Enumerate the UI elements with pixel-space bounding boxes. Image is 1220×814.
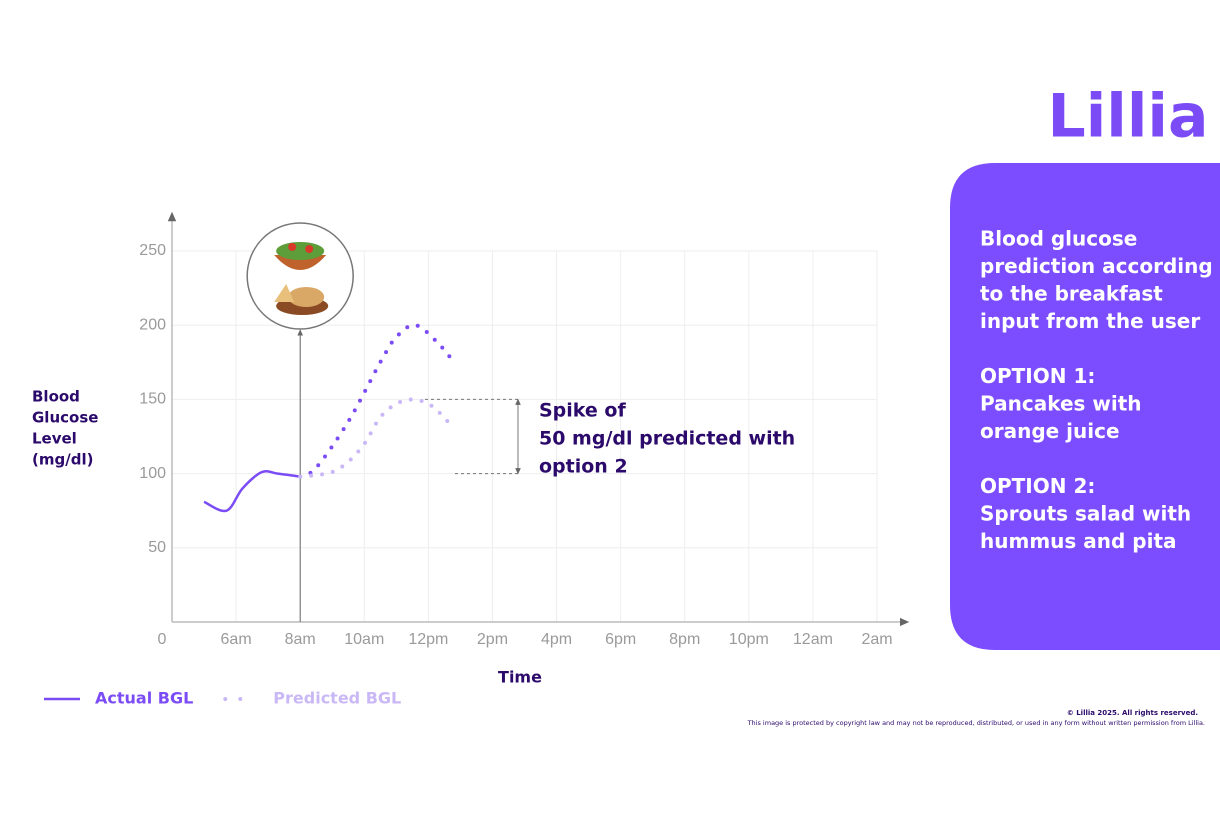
x-tick-label: 6am (221, 631, 252, 648)
x-tick-label: 12pm (408, 631, 448, 648)
y-tick-label: 150 (139, 391, 166, 408)
panel-line: OPTION 2: (980, 474, 1095, 498)
panel-line: Blood glucose (980, 227, 1137, 251)
annotation-text: option 2 (539, 456, 628, 478)
salad-leaves (276, 242, 325, 260)
meal-circle (246, 222, 354, 330)
panel-line: Pancakes with (980, 392, 1142, 416)
y-axis-label: Blood (32, 388, 80, 406)
panel-line: input from the user (980, 309, 1200, 333)
series-line (203, 469, 301, 513)
panel-line: orange juice (980, 419, 1120, 443)
panel-line: prediction according (980, 254, 1213, 278)
series-line (298, 323, 456, 479)
copyright: © Lillia 2025. All rights reserved. (1067, 709, 1198, 717)
hummus (288, 287, 325, 307)
pita (274, 284, 295, 302)
y-tick-label: 0 (158, 631, 167, 648)
x-tick-label: 8am (285, 631, 316, 648)
y-tick-label: 200 (139, 316, 166, 333)
annotation-text: Spike of (539, 400, 626, 422)
info-panel (950, 163, 1220, 650)
salad-bowl (274, 255, 327, 270)
x-tick-label: 8pm (669, 631, 700, 648)
logo: Lillia (1048, 82, 1209, 152)
copyright-notice: This image is protected by copyright law… (747, 719, 1205, 727)
meal-icon (246, 222, 354, 330)
x-tick-label: 2am (861, 631, 892, 648)
panel-line: to the breakfast (980, 282, 1163, 306)
chart: 0 50 100 150 200 250 6am 8am 10am 12pm 2pm 4pm 6pm 8p… (32, 211, 910, 708)
panel-line: hummus and pita (980, 529, 1177, 553)
y-tick-label: 50 (148, 539, 166, 556)
tomato (305, 245, 314, 253)
y-axis-label: Level (32, 430, 77, 448)
x-axis-label: Time (498, 668, 542, 687)
x-tick-label: 10pm (729, 631, 769, 648)
y-axis-label: (mg/dl) (32, 451, 93, 469)
tomato (288, 243, 297, 251)
x-tick-label: 12am (793, 631, 833, 648)
y-tick-label: 250 (139, 242, 166, 259)
annotation-text: 50 mg/dl predicted with (539, 428, 795, 450)
x-tick-label: 6pm (605, 631, 636, 648)
x-tick-label: 10am (344, 631, 384, 648)
x-tick-label: 4pm (541, 631, 572, 648)
x-tick-label: 2pm (477, 631, 508, 648)
footer: © Lillia 2025. All rights reserved. This … (747, 709, 1205, 727)
legend-label: Actual BGL (95, 689, 193, 708)
panel-text: Blood glucose prediction according to the … (980, 227, 1213, 554)
y-tick-label: 100 (139, 465, 166, 482)
legend-label: Predicted BGL (273, 689, 401, 708)
y-axis-label: Glucose (32, 409, 98, 427)
panel-line: OPTION 1: (980, 364, 1095, 388)
series-line (298, 397, 456, 479)
panel-line: Sprouts salad with (980, 502, 1191, 526)
